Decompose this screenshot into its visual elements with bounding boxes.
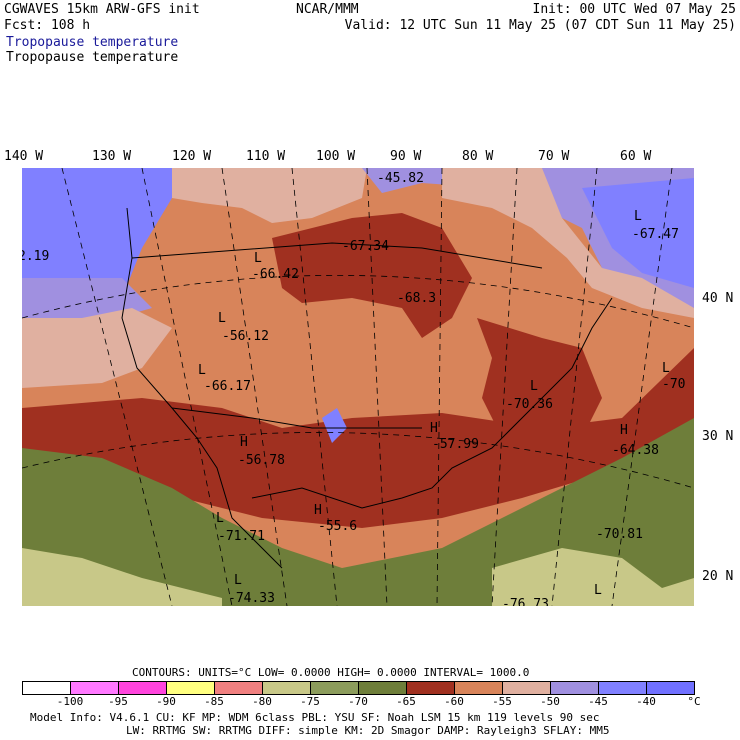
scale-swatch [455, 682, 503, 694]
model-title: CGWAVES 15km ARW-GFS init [4, 2, 200, 17]
scale-swatch [647, 682, 694, 694]
scale-tick: -95 [108, 695, 128, 708]
lon-label: 80 W [462, 149, 494, 164]
contours-info: CONTOURS: UNITS=°C LOW= 0.0000 HIGH= 0.0… [132, 666, 530, 679]
lon-label: 60 W [620, 149, 652, 164]
scale-tick: -85 [204, 695, 224, 708]
low-marker: L [634, 209, 642, 224]
value-label: -66.17 [204, 379, 251, 394]
high-marker: H [314, 503, 322, 518]
value-label: -74.33 [228, 591, 275, 606]
value-label: -71.71 [218, 529, 265, 544]
scale-swatch [407, 682, 455, 694]
lon-label: 140 W [4, 149, 44, 164]
scale-tick: -75 [300, 695, 320, 708]
high-marker: H [240, 435, 248, 450]
lon-label: 100 W [316, 149, 356, 164]
temperature-field [22, 168, 694, 606]
scale-tick: -100 [56, 695, 84, 708]
scale-swatch [503, 682, 551, 694]
model-info: Model Info: V4.6.1 CU: KF MP: WDM 6class… [30, 711, 600, 724]
high-marker: H [620, 423, 628, 438]
value-label: -70.36 [506, 397, 553, 412]
low-marker: L [234, 573, 242, 588]
lon-label: 120 W [172, 149, 212, 164]
value-label: -76.73 [502, 597, 549, 607]
scale-swatch [119, 682, 167, 694]
forecast-hour: Fcst: 108 h [4, 18, 91, 33]
lon-label: 70 W [538, 149, 570, 164]
center-label: NCAR/MMM [296, 2, 359, 17]
scale-tick: -40 [636, 695, 656, 708]
scale-tick: -90 [156, 695, 176, 708]
lon-label: 110 W [246, 149, 286, 164]
field-title: Tropopause temperature [6, 35, 179, 50]
value-label: -64.38 [612, 443, 659, 458]
low-marker: L [218, 311, 226, 326]
scale-swatch [263, 682, 311, 694]
scale-tick: -65 [396, 695, 416, 708]
value-label: -68.3 [397, 291, 437, 306]
lat-label: 20 N [702, 569, 734, 584]
scale-tick: -60 [444, 695, 464, 708]
scale-unit: °C [687, 695, 701, 708]
scale-swatch [71, 682, 119, 694]
lon-label: 130 W [92, 149, 132, 164]
scale-swatch [599, 682, 647, 694]
value-label: -55.6 [318, 519, 358, 534]
value-label: -57.99 [432, 437, 479, 452]
scale-swatch [359, 682, 407, 694]
scale-swatch [551, 682, 599, 694]
scale-tick: -80 [252, 695, 272, 708]
low-marker: L [530, 379, 538, 394]
value-label: -56.78 [238, 453, 285, 468]
physics-info: LW: RRTMG SW: RRTMG DIFF: simple KM: 2D … [126, 724, 610, 737]
scale-tick: -55 [492, 695, 512, 708]
init-time: Init: 00 UTC Wed 07 May 25 [532, 2, 737, 17]
value-label: 2.19 [22, 249, 50, 264]
value-label: -67.34 [342, 239, 389, 254]
scale-tick: -70 [348, 695, 368, 708]
scale-tick: -45 [588, 695, 608, 708]
lat-label: 30 N [702, 429, 734, 444]
scale-swatch [167, 682, 215, 694]
color-scale-bar [22, 681, 695, 695]
scale-swatch [215, 682, 263, 694]
low-marker: L [662, 361, 670, 376]
field-title-secondary: Tropopause temperature [6, 50, 179, 65]
value-label: -45.82 [377, 171, 424, 186]
scale-swatch [23, 682, 71, 694]
scale-tick: -50 [540, 695, 560, 708]
low-marker: L [254, 251, 262, 266]
value-label: -70 [662, 377, 686, 392]
low-marker: L [198, 363, 206, 378]
value-label: -70.81 [596, 527, 643, 542]
low-marker: L [594, 583, 602, 598]
lat-label: 40 N [702, 291, 734, 306]
value-label: -67.47 [632, 227, 679, 242]
map-panel: -45.82 -67.34 -68.3 -66.42 -56.12 -66.17… [22, 168, 694, 606]
lon-label: 90 W [390, 149, 422, 164]
valid-time: Valid: 12 UTC Sun 11 May 25 (07 CDT Sun … [344, 18, 736, 33]
scale-swatch [311, 682, 359, 694]
value-label: -56.12 [222, 329, 269, 344]
low-marker: L [216, 511, 224, 526]
value-label: -66.42 [252, 267, 299, 282]
high-marker: H [430, 421, 438, 436]
